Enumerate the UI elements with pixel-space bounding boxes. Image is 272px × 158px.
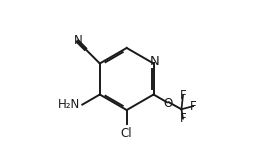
Text: F: F bbox=[180, 112, 186, 125]
Text: O: O bbox=[163, 97, 172, 109]
Text: N: N bbox=[74, 34, 82, 47]
Text: Cl: Cl bbox=[121, 127, 132, 140]
Text: N: N bbox=[150, 55, 159, 68]
Text: F: F bbox=[190, 100, 196, 113]
Text: F: F bbox=[180, 89, 186, 102]
Text: H₂N: H₂N bbox=[58, 98, 81, 111]
